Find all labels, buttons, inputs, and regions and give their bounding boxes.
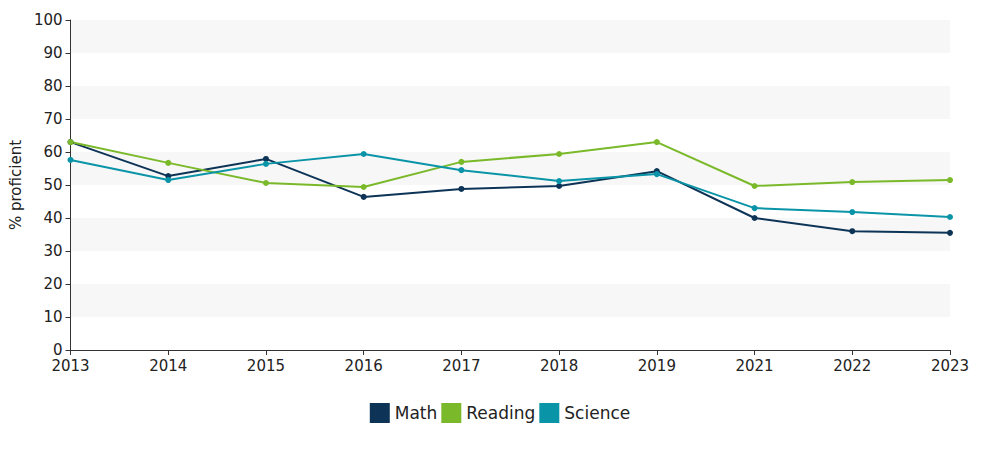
svg-text:2019: 2019 xyxy=(638,357,676,375)
svg-text:2021: 2021 xyxy=(735,357,773,375)
svg-text:100: 100 xyxy=(34,11,63,29)
svg-text:10: 10 xyxy=(43,308,62,326)
svg-text:20: 20 xyxy=(43,275,62,293)
svg-text:% proficient: % proficient xyxy=(7,140,25,230)
svg-text:Science: Science xyxy=(564,403,630,423)
svg-text:90: 90 xyxy=(43,44,62,62)
svg-text:2022: 2022 xyxy=(833,357,871,375)
svg-text:80: 80 xyxy=(43,77,62,95)
svg-text:2014: 2014 xyxy=(149,357,187,375)
svg-text:50: 50 xyxy=(43,176,62,194)
svg-text:70: 70 xyxy=(43,110,62,128)
svg-text:2018: 2018 xyxy=(540,357,578,375)
svg-text:2015: 2015 xyxy=(247,357,285,375)
svg-text:30: 30 xyxy=(43,242,62,260)
svg-text:2016: 2016 xyxy=(345,357,383,375)
svg-text:2023: 2023 xyxy=(931,357,969,375)
svg-text:60: 60 xyxy=(43,143,62,161)
svg-text:0: 0 xyxy=(53,341,63,359)
svg-text:Reading: Reading xyxy=(466,403,535,423)
svg-text:Math: Math xyxy=(395,403,438,423)
svg-text:40: 40 xyxy=(43,209,62,227)
svg-text:2017: 2017 xyxy=(442,357,480,375)
svg-text:2013: 2013 xyxy=(51,357,89,375)
